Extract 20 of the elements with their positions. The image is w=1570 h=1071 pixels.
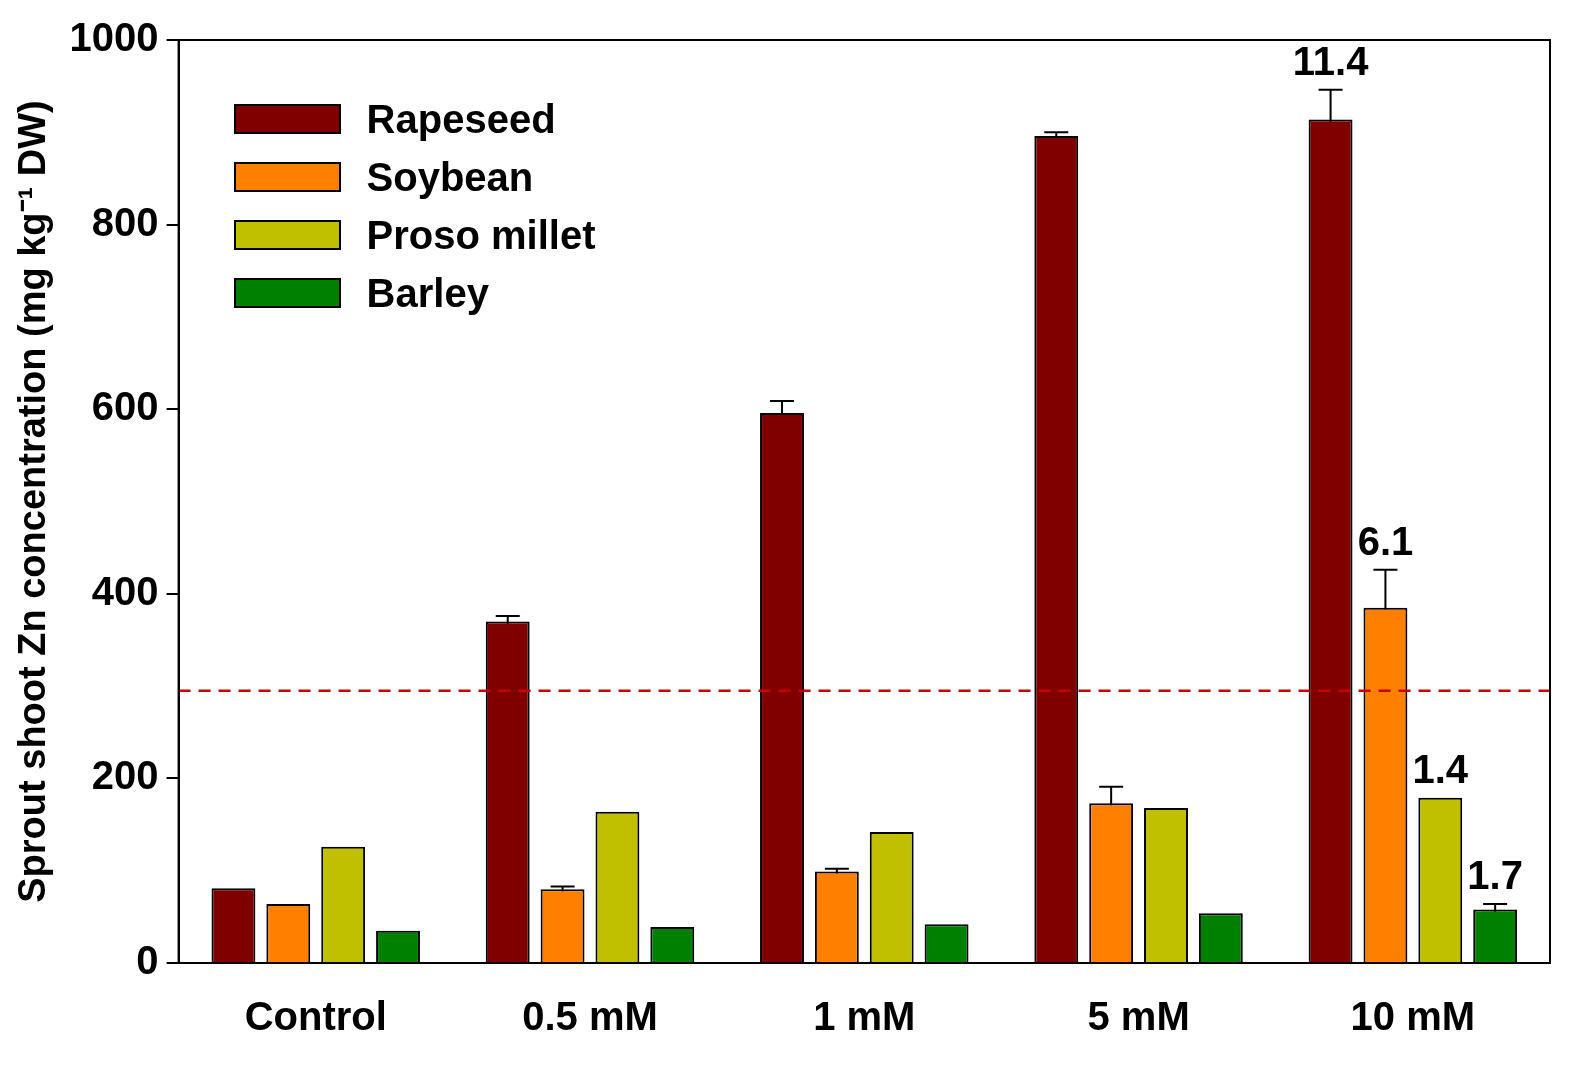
annotation: 1.7	[1467, 852, 1523, 897]
annotation: 11.4	[1292, 38, 1370, 83]
y-axis-title: Sprout shoot Zn concentration (mg kg⁻¹ DW)	[11, 100, 54, 903]
y-tick-label: 800	[91, 199, 159, 244]
legend-label: Rapeseed	[366, 96, 556, 142]
annotation: 6.1	[1357, 518, 1414, 563]
x-tick-label: Control	[244, 994, 387, 1039]
x-tick-label: 1 mM	[813, 994, 916, 1039]
x-tick-label: 10 mM	[1350, 994, 1476, 1039]
y-tick-label: 600	[91, 384, 159, 429]
annotation: 1.4	[1412, 746, 1469, 791]
legend-label: Barley	[366, 270, 489, 316]
y-tick-label: 200	[91, 753, 159, 798]
legend-label: Soybean	[366, 154, 534, 200]
y-tick-label: 1000	[69, 15, 159, 60]
x-tick-label: 0.5 mM	[522, 994, 658, 1039]
y-tick-label: 400	[91, 568, 159, 613]
x-tick-label: 5 mM	[1087, 994, 1190, 1039]
y-tick-label: 0	[136, 938, 159, 983]
legend-label: Proso millet	[366, 212, 596, 258]
